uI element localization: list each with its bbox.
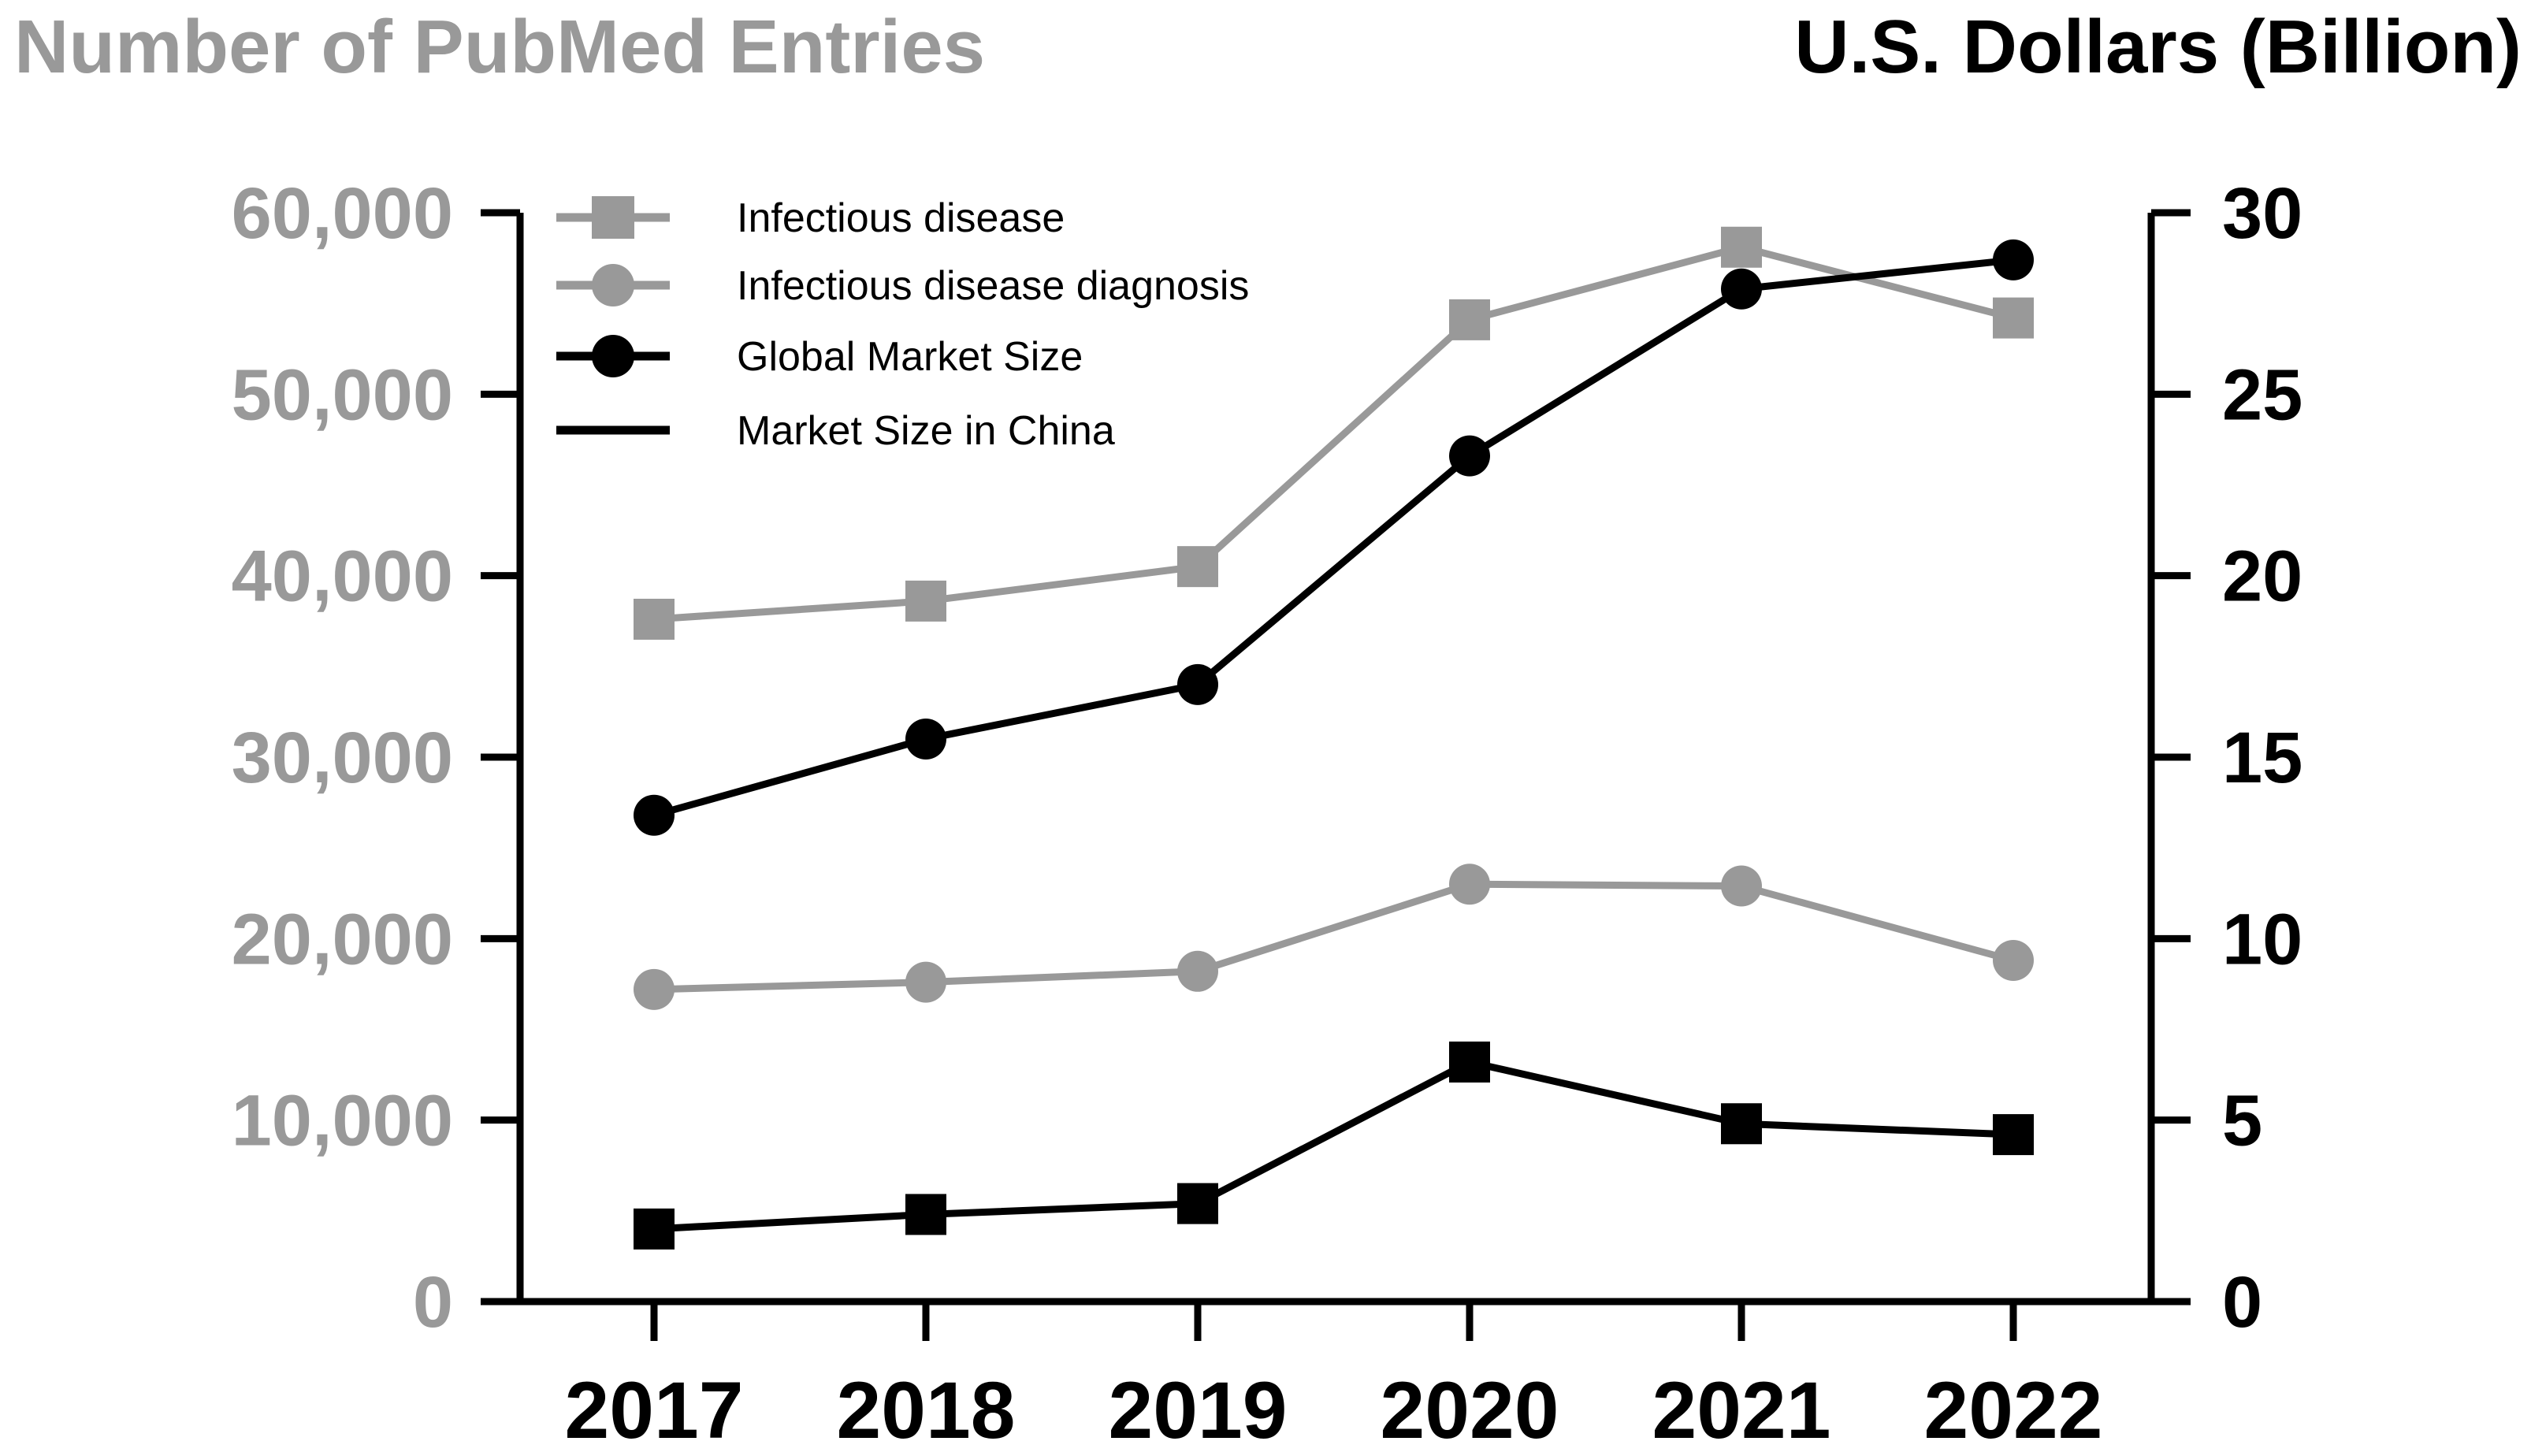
series-line-market-size-in-china — [653, 1058, 2014, 1233]
right-tick-label: 20 — [2222, 537, 2302, 617]
data-point-infectious-disease-diagnosis — [1449, 864, 1490, 905]
legend-marker-global-market-size — [592, 335, 634, 377]
right-tick-label: 5 — [2222, 1081, 2262, 1161]
data-point-global-market-size — [905, 718, 946, 760]
legend-label-market-size-in-china: Market Size in China — [737, 408, 1115, 454]
series-line-infectious-disease-diagnosis — [653, 880, 2015, 994]
data-point-infectious-disease-diagnosis — [1993, 939, 2034, 981]
data-point-infectious-disease — [905, 580, 946, 622]
data-point-infectious-disease — [1449, 299, 1490, 340]
x-tick-label: 2020 — [1381, 1365, 1559, 1455]
data-point-infectious-disease-diagnosis — [1177, 950, 1218, 992]
x-tick-label: 2017 — [565, 1365, 744, 1455]
legend-marker-infectious-disease — [592, 196, 634, 239]
data-point-global-market-size — [1449, 435, 1490, 477]
left-tick-label: 50,000 — [232, 355, 453, 435]
series-line-global-market-size — [652, 256, 2014, 819]
left-tick-label: 40,000 — [232, 537, 453, 617]
left-tick-label: 0 — [413, 1262, 453, 1343]
data-point-global-market-size — [634, 794, 675, 836]
right-tick-label: 15 — [2222, 718, 2302, 798]
legend-label-global-market-size: Global Market Size — [737, 334, 1083, 380]
x-tick-label: 2022 — [1924, 1365, 2103, 1455]
legend: Infectious disease Infectious disease dia… — [556, 195, 1249, 454]
legend-marker-infectious-disease-diagnosis — [592, 264, 634, 306]
x-tick-label: 2021 — [1652, 1365, 1831, 1455]
legend-label-infectious-disease: Infectious disease — [737, 195, 1065, 241]
left-tick-label: 60,000 — [232, 173, 453, 254]
left-tick-label: 20,000 — [232, 899, 453, 979]
data-point-market-size-in-china — [905, 1194, 946, 1235]
data-point-market-size-in-china — [1993, 1114, 2034, 1156]
series-line-infectious-disease — [653, 243, 2015, 623]
right-tick-label: 0 — [2222, 1262, 2262, 1343]
data-point-market-size-in-china — [1721, 1103, 1762, 1145]
data-point-infectious-disease — [1993, 297, 2034, 339]
data-point-market-size-in-china — [1449, 1041, 1490, 1083]
data-point-global-market-size — [1721, 268, 1762, 310]
data-point-market-size-in-china — [1177, 1183, 1218, 1224]
right-axis-title: U.S. Dollars (Billion) — [1794, 5, 2522, 89]
data-point-infectious-disease — [1177, 546, 1218, 588]
data-point-infectious-disease-diagnosis — [1721, 865, 1762, 907]
data-point-global-market-size — [1177, 663, 1218, 705]
legend-label-infectious-disease-diagnosis: Infectious disease diagnosis — [737, 263, 1249, 309]
data-point-infectious-disease — [634, 598, 675, 640]
x-tick-label: 2019 — [1109, 1365, 1288, 1455]
left-tick-label: 10,000 — [232, 1081, 453, 1161]
right-tick-label: 10 — [2222, 899, 2302, 979]
data-point-infectious-disease — [1721, 226, 1762, 268]
series-layer — [634, 226, 2034, 1250]
data-point-infectious-disease-diagnosis — [634, 968, 675, 1010]
axes: 0 10,000 20,000 30,000 40,000 50,000 60,000 0 5 1… — [232, 173, 2303, 1455]
data-point-market-size-in-china — [634, 1208, 675, 1250]
left-axis-title: Number of PubMed Entries — [14, 5, 985, 89]
x-tick-label: 2018 — [837, 1365, 1016, 1455]
left-tick-label: 30,000 — [232, 718, 453, 798]
right-tick-label: 30 — [2222, 173, 2302, 254]
data-point-global-market-size — [1993, 239, 2034, 280]
right-tick-label: 25 — [2222, 355, 2302, 435]
data-point-infectious-disease-diagnosis — [905, 961, 946, 1003]
